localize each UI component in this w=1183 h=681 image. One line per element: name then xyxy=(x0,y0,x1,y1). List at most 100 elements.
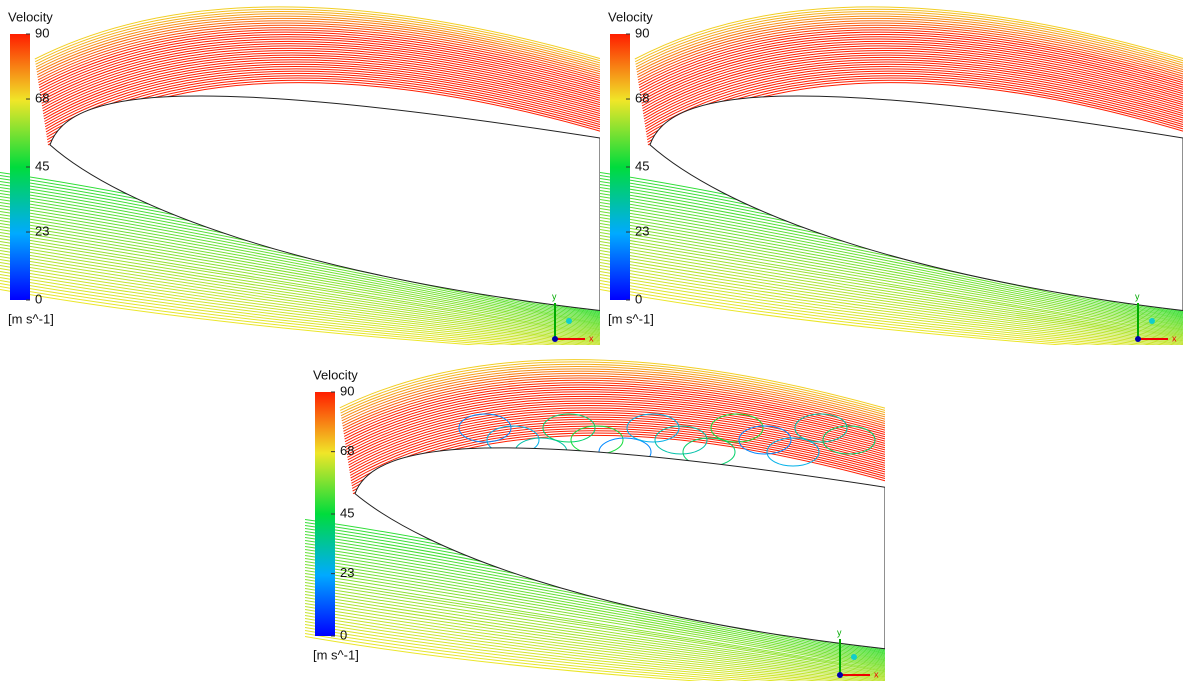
streamline xyxy=(644,66,1183,128)
streamline xyxy=(600,235,1183,335)
streamline xyxy=(343,384,885,437)
streamline xyxy=(42,50,600,109)
streamline xyxy=(600,226,1183,331)
streamline xyxy=(346,400,885,456)
streamline xyxy=(0,274,574,345)
streamline xyxy=(305,585,885,674)
axis-z xyxy=(1149,318,1155,324)
streamline xyxy=(305,606,885,681)
streamline xyxy=(345,395,885,450)
streamline xyxy=(640,40,1183,99)
streamline xyxy=(34,6,600,60)
streamline xyxy=(600,274,1158,345)
streamline xyxy=(305,588,885,675)
streamline xyxy=(0,262,600,344)
axis-y-label: y xyxy=(552,291,557,301)
streamline xyxy=(38,31,600,89)
streamline xyxy=(600,202,1183,322)
streamline xyxy=(600,280,1128,345)
axis-x-label: x xyxy=(874,669,879,679)
vortex xyxy=(654,425,708,455)
streamline xyxy=(305,600,885,679)
streamline xyxy=(600,265,1183,345)
streamline xyxy=(600,223,1183,330)
streamline xyxy=(349,418,885,476)
streamline xyxy=(600,208,1183,325)
streamline xyxy=(348,412,885,469)
streamline xyxy=(637,22,1183,78)
legend-title: Velocity xyxy=(313,367,358,382)
streamline xyxy=(36,20,600,76)
streamline xyxy=(44,63,600,125)
streamline xyxy=(600,286,1090,345)
colorbar-tick-label: 68 xyxy=(635,90,649,105)
streamline xyxy=(305,618,843,681)
streamline xyxy=(342,377,885,430)
vortex xyxy=(626,413,680,443)
streamline xyxy=(305,621,825,681)
streamline xyxy=(305,591,885,676)
streamline xyxy=(645,68,1183,130)
streamline xyxy=(600,283,1110,345)
colorbar-tick-label: 23 xyxy=(340,565,354,580)
streamline xyxy=(305,624,806,681)
streamline xyxy=(638,27,1183,83)
axis-z xyxy=(851,654,857,660)
streamline xyxy=(636,17,1183,73)
streamline xyxy=(637,24,1183,81)
streamline xyxy=(600,244,1183,338)
streamline xyxy=(0,235,600,335)
legend-unit: [m s^-1] xyxy=(313,647,359,662)
streamline xyxy=(0,220,600,329)
streamline xyxy=(600,220,1183,329)
axis-z xyxy=(566,318,572,324)
streamline xyxy=(305,564,885,666)
vortex xyxy=(794,413,848,443)
streamline xyxy=(305,594,885,677)
streamline xyxy=(600,247,1183,339)
axis-origin xyxy=(1135,336,1141,342)
streamline xyxy=(600,217,1183,328)
streamline xyxy=(43,59,600,120)
streamline xyxy=(636,15,1183,70)
streamline xyxy=(600,211,1183,326)
streamline xyxy=(0,280,543,345)
vortex xyxy=(822,425,876,455)
streamline xyxy=(0,205,600,324)
axis-origin xyxy=(552,336,558,342)
colorbar-tick-label: 90 xyxy=(635,25,649,40)
streamline xyxy=(639,36,1183,94)
colorbar-tick-label: 23 xyxy=(635,223,649,238)
streamline xyxy=(0,277,559,345)
vortex xyxy=(570,425,624,455)
colorbar-tick-label: 45 xyxy=(340,505,354,520)
streamline xyxy=(642,52,1183,112)
streamline xyxy=(42,52,600,112)
streamline xyxy=(36,17,600,73)
streamline xyxy=(305,555,885,663)
streamline xyxy=(635,13,1183,68)
streamline xyxy=(600,262,1183,344)
colorbar xyxy=(315,392,335,636)
colorbar xyxy=(10,34,30,300)
axis-x-label: x xyxy=(589,333,594,343)
streamline xyxy=(600,205,1183,324)
legend-unit: [m s^-1] xyxy=(8,311,54,326)
streamline xyxy=(40,43,600,102)
colorbar-tick-label: 45 xyxy=(635,158,649,173)
colorbar-tick-label: 90 xyxy=(340,383,354,398)
streamline xyxy=(339,361,885,411)
streamline xyxy=(38,27,600,83)
streamline xyxy=(305,609,883,681)
streamline xyxy=(600,250,1183,340)
legend-title: Velocity xyxy=(8,9,53,24)
streamline xyxy=(305,582,885,673)
airfoil xyxy=(649,95,1183,312)
streamline xyxy=(0,208,600,325)
colorbar-tick-label: 23 xyxy=(35,223,49,238)
streamline xyxy=(600,256,1183,342)
streamline xyxy=(642,50,1183,109)
streamline xyxy=(305,615,858,681)
streamline xyxy=(305,630,760,681)
streamline xyxy=(344,386,885,440)
